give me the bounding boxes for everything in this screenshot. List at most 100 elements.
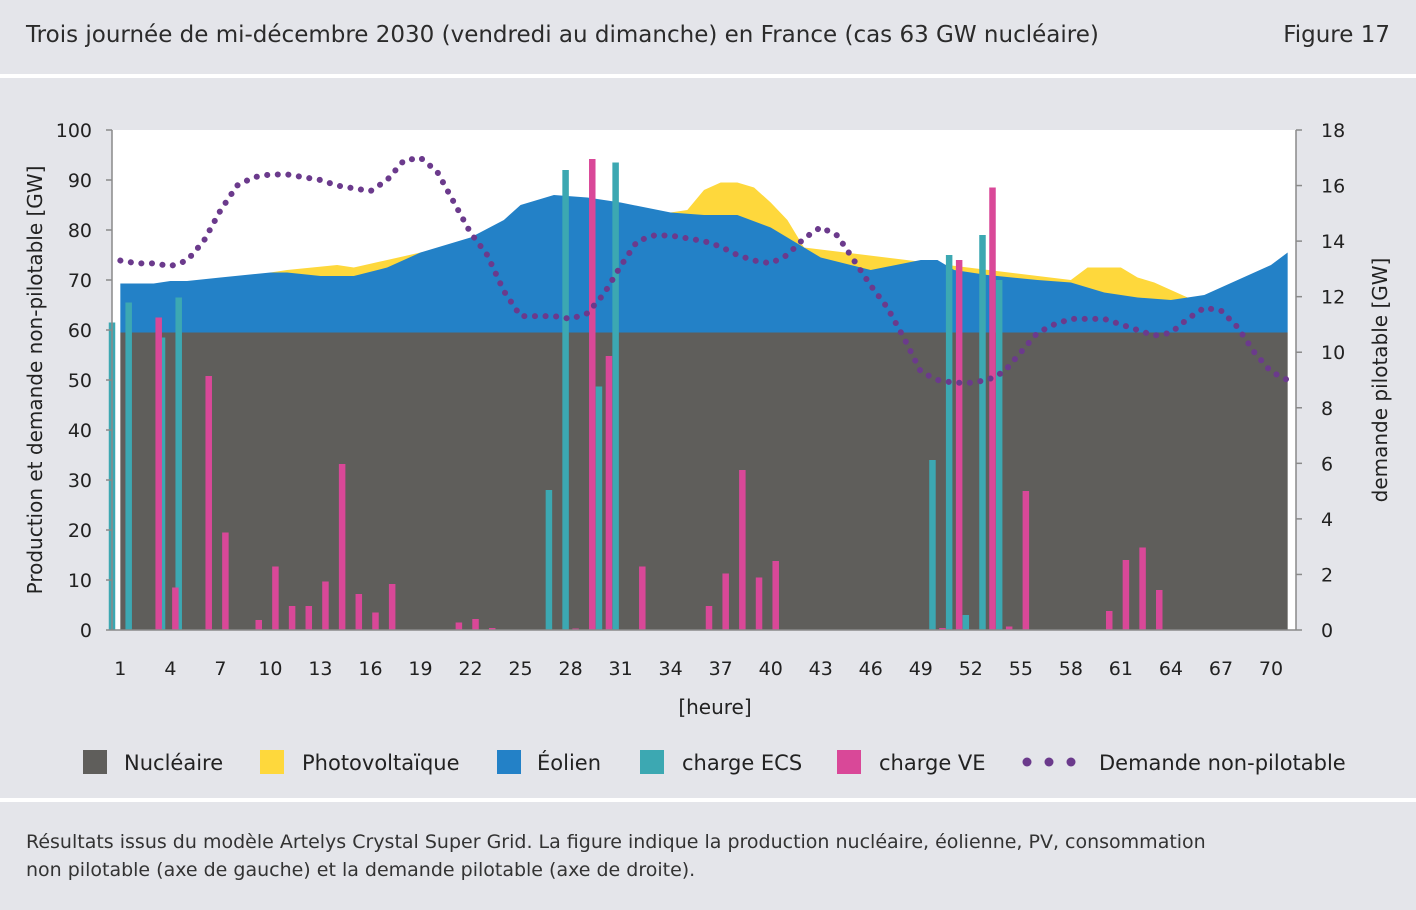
- ecs-bar-6: [595, 386, 603, 630]
- ve-bar-13: [455, 622, 463, 630]
- x-tick-label-28: 28: [558, 658, 582, 680]
- y-tick-label-30: 30: [68, 470, 92, 492]
- y-tick-label-80: 80: [68, 220, 92, 242]
- y-tick-label-50: 50: [68, 370, 92, 392]
- ve-bar-26: [955, 260, 963, 630]
- ecs-bar-4: [545, 490, 553, 630]
- y-tick-label-70: 70: [68, 270, 92, 292]
- y-tick-label-0: 0: [80, 620, 92, 642]
- ecs-bar-7: [612, 162, 619, 630]
- ve-bar-9: [338, 464, 346, 630]
- ve-bar-2: [205, 376, 212, 630]
- x-tick-label-40: 40: [759, 658, 783, 680]
- ve-bar-23: [755, 577, 763, 630]
- ve-bar-10: [355, 594, 363, 630]
- y-tick-label-100: 100: [56, 120, 92, 142]
- ve-bar-12: [388, 584, 396, 630]
- legend-swatch-ve: [837, 750, 861, 774]
- eolien-area: [120, 195, 1288, 333]
- ve-bar-20: [705, 606, 713, 630]
- legend-label-nucleaire: Nucléaire: [124, 751, 223, 775]
- y-tick-label-90: 90: [68, 170, 92, 192]
- ve-bar-11: [372, 612, 379, 630]
- y2-tick-label-10: 10: [1321, 342, 1345, 364]
- x-tick-label-13: 13: [308, 658, 332, 680]
- ve-bar-15: [488, 628, 496, 630]
- legend: Nucléaire Photovoltaïque Éolien charge E…: [83, 750, 1346, 775]
- x-tick-label-43: 43: [809, 658, 833, 680]
- y2-tick-label-12: 12: [1321, 287, 1345, 309]
- ve-bar-7: [305, 606, 313, 630]
- x-tick-label-16: 16: [358, 658, 382, 680]
- ve-bar-3: [222, 532, 229, 630]
- x-axis-label: [heure]: [678, 695, 751, 719]
- y2-tick-label-8: 8: [1321, 398, 1333, 420]
- ve-bar-8: [322, 581, 329, 630]
- x-tick-label-7: 7: [214, 658, 226, 680]
- y-tick-label-40: 40: [68, 420, 92, 442]
- x-tick-label-67: 67: [1209, 658, 1233, 680]
- ve-bar-6: [288, 606, 296, 630]
- y-axis-label-right: demande pilotable [GW]: [1368, 258, 1392, 503]
- x-tick-label-49: 49: [909, 658, 933, 680]
- ecs-bar-5: [562, 170, 569, 630]
- ve-bar-31: [1122, 560, 1130, 630]
- legend-label-ecs: charge ECS: [682, 751, 802, 775]
- legend-swatch-nucleaire: [83, 750, 107, 774]
- demande-pilotable-line: [117, 154, 1291, 386]
- x-tick-label-22: 22: [458, 658, 482, 680]
- ecs-bar-12: [995, 280, 1003, 630]
- footnote-line-1: Résultats issus du modèle Artelys Crysta…: [26, 831, 1206, 853]
- y2-tick-label-18: 18: [1321, 120, 1345, 142]
- y-axis-label-left: Production et demande non-pilotable [GW]: [23, 166, 47, 595]
- legend-swatch-ecs: [640, 750, 664, 774]
- x-tick-label-34: 34: [659, 658, 683, 680]
- x-tick-label-10: 10: [258, 658, 282, 680]
- x-tick-label-58: 58: [1059, 658, 1083, 680]
- legend-label-ve: charge VE: [879, 751, 986, 775]
- y2-tick-label-2: 2: [1321, 564, 1333, 586]
- ve-bar-21: [722, 573, 729, 630]
- ecs-bar-1: [125, 302, 132, 630]
- ve-bar-5: [272, 566, 279, 630]
- ecs-bar-8: [929, 460, 936, 630]
- ve-bar-19: [639, 566, 646, 630]
- footnote: Résultats issus du modèle Artelys Crysta…: [26, 828, 1276, 884]
- ve-bar-32: [1139, 547, 1146, 630]
- chart-title: Trois journée de mi-décembre 2030 (vendr…: [26, 22, 1099, 48]
- ve-bar-27: [989, 187, 996, 630]
- ve-bar-33: [1156, 590, 1163, 630]
- ve-bar-14: [472, 619, 479, 630]
- ve-bar-4: [255, 620, 262, 630]
- ve-bar-17: [589, 159, 596, 630]
- ve-bar-29: [1022, 491, 1030, 630]
- x-tick-label-55: 55: [1009, 658, 1033, 680]
- y2-tick-label-0: 0: [1321, 620, 1333, 642]
- legend-label-demande: Demande non-pilotable: [1099, 751, 1346, 775]
- ve-bar-28: [1005, 626, 1013, 630]
- ecs-bar-9: [945, 255, 953, 630]
- ve-bar-0: [155, 317, 162, 630]
- x-tick-label-25: 25: [508, 658, 532, 680]
- ecs-bar-2: [158, 337, 166, 630]
- y2-tick-label-14: 14: [1321, 231, 1345, 253]
- ve-bar-18: [605, 356, 613, 630]
- x-tick-label-31: 31: [609, 658, 633, 680]
- ve-bar-24: [772, 561, 779, 630]
- legend-swatch-eolien: [497, 750, 521, 774]
- figure-number: Figure 17: [1283, 22, 1390, 48]
- ecs-bar-11: [979, 235, 986, 630]
- x-tick-label-70: 70: [1259, 658, 1283, 680]
- x-tick-label-64: 64: [1159, 658, 1183, 680]
- ecs-bar-3: [175, 297, 182, 630]
- y-tick-label-10: 10: [68, 570, 92, 592]
- x-tick-label-52: 52: [959, 658, 983, 680]
- legend-label-pv: Photovoltaïque: [302, 751, 460, 775]
- ecs-bar-10: [962, 615, 970, 630]
- nucleaire-area: [120, 332, 1288, 630]
- x-tick-label-19: 19: [408, 658, 432, 680]
- y2-tick-label-6: 6: [1321, 453, 1333, 475]
- ve-bar-25: [939, 628, 946, 630]
- ve-bar-22: [739, 470, 746, 630]
